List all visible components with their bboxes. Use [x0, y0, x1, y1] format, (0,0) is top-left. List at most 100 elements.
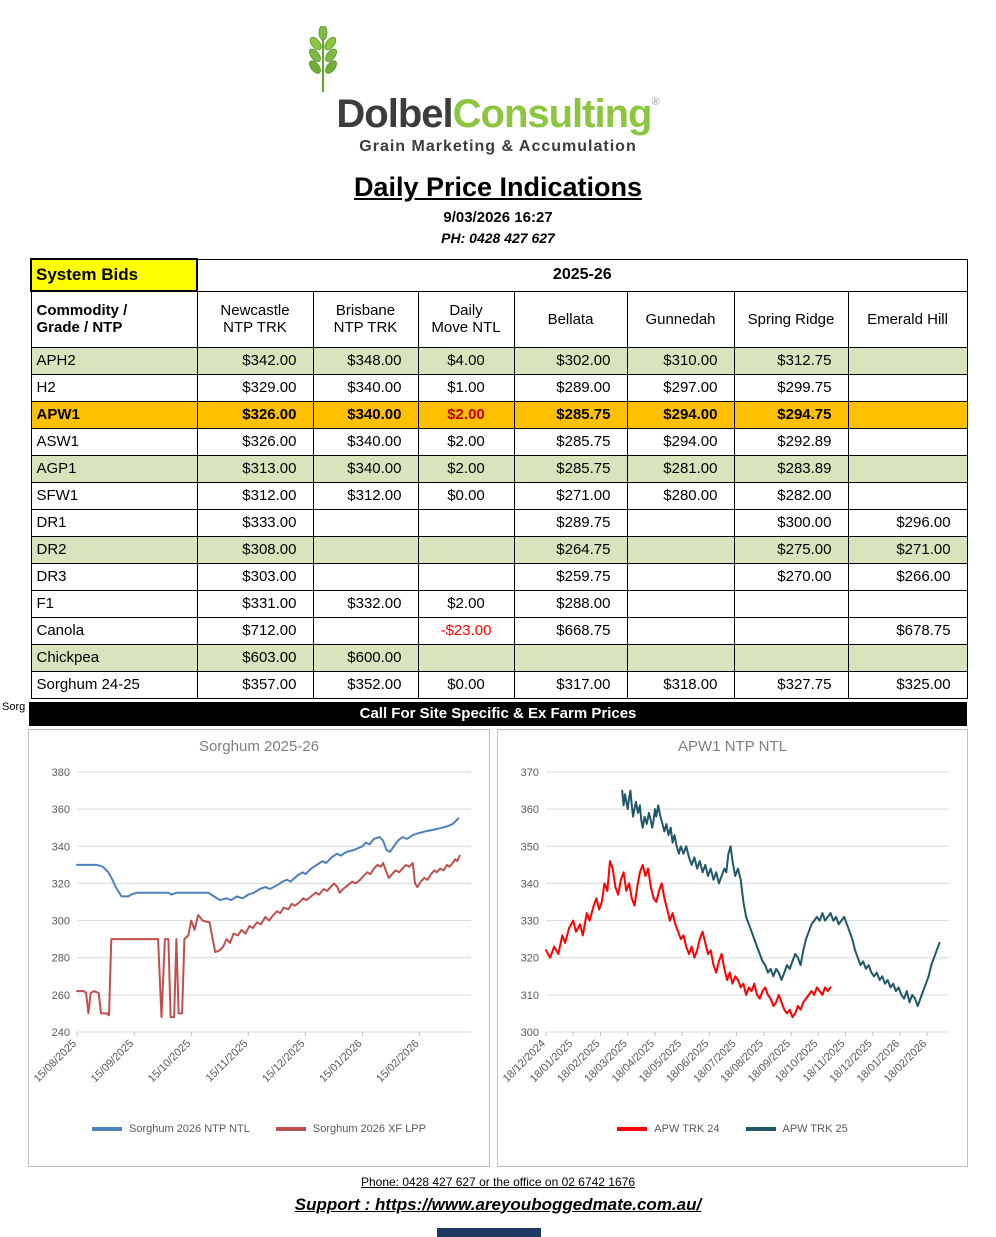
price-cell [847, 643, 968, 672]
daily-move-cell: $0.00 [417, 670, 515, 699]
price-cell: $285.75 [513, 427, 628, 456]
price-cell [847, 400, 968, 429]
commodity-cell: AGP1 [30, 454, 198, 483]
daily-move-cell [417, 508, 515, 537]
price-cell: $285.75 [513, 454, 628, 483]
price-cell [626, 508, 735, 537]
y-tick-label: 350 [521, 841, 539, 853]
system-bids-label: System Bids [30, 258, 198, 292]
table-row: DR2 $308.00 $264.75 $275.00 $271.00 [30, 535, 968, 564]
support-link[interactable]: Support : https://www.areyouboggedmate.c… [294, 1194, 702, 1214]
price-cell [312, 562, 419, 591]
wheat-spike-icon [309, 26, 337, 92]
price-cell: $289.00 [513, 373, 628, 402]
sorghum-chart-plot: 240 260 280 300 320 340 360 380 15/08/2025 15/09/… [32, 767, 471, 1085]
price-cell: $271.00 [513, 481, 628, 510]
page-title: Daily Price Indications [353, 172, 643, 202]
y-tick-label: 300 [52, 915, 70, 927]
daily-move-cell: $2.00 [417, 427, 515, 456]
series-line [76, 854, 461, 1018]
column-header-bellata: Bellata [513, 290, 628, 348]
price-cell [847, 454, 968, 483]
daily-move-cell: $2.00 [417, 400, 515, 429]
price-cell: $342.00 [196, 346, 314, 375]
bids-table-body: APH2 $342.00 $348.00 $4.00 $302.00 $310.00 $31… [30, 346, 968, 699]
series-line [621, 789, 941, 1007]
price-cell: $352.00 [312, 670, 419, 699]
price-cell: $668.75 [513, 616, 628, 645]
y-tick-label: 370 [521, 767, 539, 779]
table-row: F1 $331.00 $332.00 $2.00 $288.00 [30, 589, 968, 618]
table-row: Sorghum 24-25 $357.00 $352.00 $0.00 $317.00 $… [30, 670, 968, 699]
price-cell: $340.00 [312, 400, 419, 429]
price-cell: $259.75 [513, 562, 628, 591]
logo: DolbelConsulting® Grain Marketing & Accu… [283, 26, 713, 158]
daily-move-cell: $4.00 [417, 346, 515, 375]
price-cell: $270.00 [733, 562, 849, 591]
commodity-cell: SFW1 [30, 481, 198, 510]
sorghum-chart-legend: Sorghum 2026 NTP NTL Sorghum 2026 XF LPP [29, 1123, 489, 1135]
price-cell: $264.75 [513, 535, 628, 564]
series-line [545, 859, 832, 1018]
brand-dolbel: Dolbel [336, 92, 453, 136]
apw1-chart-legend: APW TRK 24 APW TRK 25 [498, 1123, 967, 1135]
price-cell: $312.00 [196, 481, 314, 510]
x-tick-label: 15/11/2025 [204, 1037, 251, 1084]
price-cell: $357.00 [196, 670, 314, 699]
y-tick-label: 330 [521, 915, 539, 927]
price-cell: $289.75 [513, 508, 628, 537]
price-cell: $282.00 [733, 481, 849, 510]
y-tick-label: 310 [521, 989, 539, 1001]
commodity-cell: Canola [30, 616, 198, 645]
table-row: Chickpea $603.00 $600.00 [30, 643, 968, 672]
daily-move-cell: $0.00 [417, 481, 515, 510]
price-cell: $312.00 [312, 481, 419, 510]
y-tick-label: 360 [52, 804, 70, 816]
legend-label: Sorghum 2026 NTP NTL [129, 1122, 250, 1135]
price-cell: $318.00 [626, 670, 735, 699]
price-cell: $266.00 [847, 562, 968, 591]
x-tick-label: 15/02/2026 [374, 1037, 421, 1084]
price-cell [626, 535, 735, 564]
price-cell [626, 616, 735, 645]
apw1-chart-plot: 30031032033034035036037018/12/202418/01/… [501, 767, 949, 1085]
apw1-chart: APW1 NTP NTL 300 310 320 330 340 350 360 370 18/… [497, 728, 968, 1167]
price-cell: $317.00 [513, 670, 628, 699]
legend-label: APW TRK 24 [654, 1122, 720, 1135]
price-cell [847, 481, 968, 510]
price-cell [847, 427, 968, 456]
price-cell: $329.00 [196, 373, 314, 402]
price-cell [626, 643, 735, 672]
legend-swatch [92, 1126, 122, 1131]
commodity-cell: APW1 [30, 400, 198, 429]
legend-item: Sorghum 2026 NTP NTL [92, 1123, 250, 1135]
bottom-partial-bar [437, 1228, 541, 1237]
price-cell: $325.00 [847, 670, 968, 699]
price-cell: $312.75 [733, 346, 849, 375]
registered-mark: ® [651, 96, 660, 108]
x-tick-label: 15/10/2025 [146, 1037, 193, 1084]
clipped-sorghum-label: Sorg [2, 701, 26, 713]
brand-consulting: Consulting [452, 92, 653, 136]
price-cell: $297.00 [626, 373, 735, 402]
price-cell [733, 643, 849, 672]
price-cell [312, 616, 419, 645]
y-tick-label: 320 [521, 952, 539, 964]
price-cell: $281.00 [626, 454, 735, 483]
x-tick-label: 15/09/2025 [89, 1037, 136, 1084]
brand-tagline: Grain Marketing & Accumulation [359, 138, 637, 155]
sorghum-chart: Sorghum 2025-26 240 260 280 300 320 340 360 380… [28, 728, 490, 1167]
price-cell [626, 589, 735, 618]
price-cell: $296.00 [847, 508, 968, 537]
legend-swatch [745, 1126, 776, 1131]
x-tick-label: 15/08/2025 [32, 1037, 79, 1084]
price-cell [733, 616, 849, 645]
column-header-spring-ridge: Spring Ridge [733, 290, 849, 348]
price-cell: $271.00 [847, 535, 968, 564]
price-cell: $283.89 [733, 454, 849, 483]
daily-move-cell: -$23.00 [417, 616, 515, 645]
price-cell: $299.75 [733, 373, 849, 402]
table-header-row: Commodity / Grade / NTP Newcastle NTP TR… [30, 290, 968, 348]
table-row: DR1 $333.00 $289.75 $300.00 $296.00 [30, 508, 968, 537]
